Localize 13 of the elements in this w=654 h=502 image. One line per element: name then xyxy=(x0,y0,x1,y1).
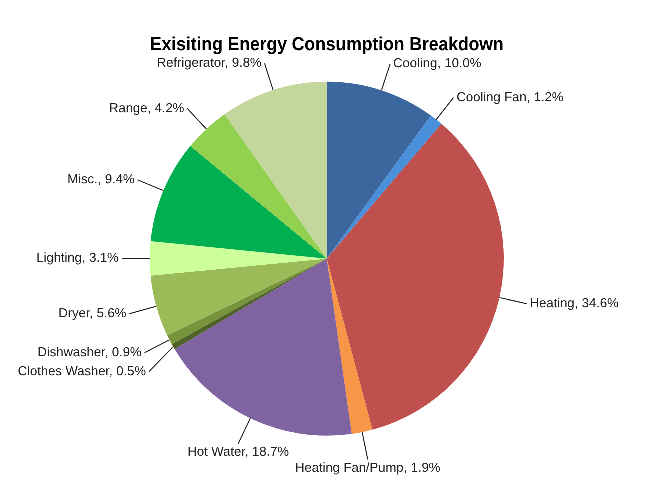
slice-label: Dishwasher, 0.9% xyxy=(38,344,142,360)
slice-label: Heating Fan/Pump, 1.9% xyxy=(295,460,442,475)
chart-title: Exisiting Energy Consumption Breakdown xyxy=(150,32,504,55)
slice-label: Misc., 9.4% xyxy=(68,172,136,187)
slice-label: Hot Water, 18.7% xyxy=(188,444,290,459)
slice-label: Cooling, 10.0% xyxy=(393,56,482,71)
slice-label: Cooling Fan, 1.2% xyxy=(456,89,564,104)
slice-label: Dryer, 5.6% xyxy=(58,306,127,321)
slice-label: Clothes Washer, 0.5% xyxy=(18,363,147,378)
slice-label: Refrigerator, 9.8% xyxy=(157,55,262,70)
slice-label: Lighting, 3.1% xyxy=(36,250,120,266)
slice-label: Range, 4.2% xyxy=(109,100,185,116)
slice-label: Heating, 34.6% xyxy=(530,296,620,311)
